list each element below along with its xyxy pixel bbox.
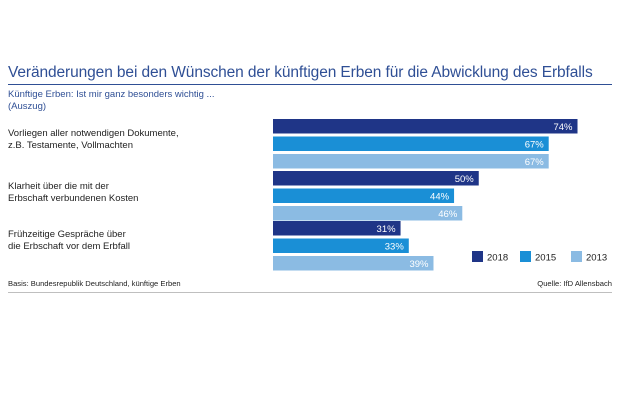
bar-2018 bbox=[273, 119, 578, 134]
data-label: 46% bbox=[438, 209, 458, 220]
category-label-line: die Erbschaft vor dem Erbfall bbox=[8, 241, 130, 252]
data-label: 67% bbox=[525, 157, 545, 168]
data-label: 74% bbox=[553, 122, 573, 133]
legend-swatch bbox=[520, 251, 531, 262]
legend-label: 2018 bbox=[487, 253, 508, 264]
bar-2018 bbox=[273, 171, 479, 186]
data-label: 33% bbox=[385, 241, 405, 252]
basis-note: Basis: Bundesrepublik Deutschland, künft… bbox=[8, 279, 181, 288]
category-label: Vorliegen aller notwendigen Dokumente, z… bbox=[8, 128, 179, 152]
chart-subtitle: Künftige Erben: Ist mir ganz besonders w… bbox=[8, 89, 214, 113]
bar-2013 bbox=[273, 154, 549, 169]
category-label: Klarheit über die mit der Erbschaft verb… bbox=[8, 181, 138, 205]
bar-2015 bbox=[273, 238, 409, 253]
legend-swatch bbox=[571, 251, 582, 262]
data-label: 44% bbox=[430, 191, 450, 202]
bar-2018 bbox=[273, 221, 401, 236]
subtitle-line: (Auszug) bbox=[8, 101, 47, 112]
title-rule bbox=[8, 84, 612, 85]
legend-label: 2015 bbox=[535, 253, 556, 264]
category-label-line: Klarheit über die mit der bbox=[8, 181, 109, 192]
bar-2015 bbox=[273, 188, 455, 203]
chart-title: Veränderungen bei den Wünschen der künft… bbox=[8, 64, 593, 81]
subtitle-line: Künftige Erben: Ist mir ganz besonders w… bbox=[8, 89, 215, 100]
legend-label: 2013 bbox=[586, 253, 607, 264]
source-note: Quelle: IfD Allensbach bbox=[537, 279, 612, 288]
category-label: Frühzeitige Gespräche über die Erbschaft… bbox=[8, 229, 130, 253]
data-label: 39% bbox=[409, 259, 429, 270]
category-label-line: Vorliegen aller notwendigen Dokumente, bbox=[8, 128, 179, 139]
bar-2013 bbox=[273, 256, 434, 271]
category-label-line: Frühzeitige Gespräche über bbox=[8, 229, 126, 240]
data-label: 31% bbox=[377, 224, 397, 235]
data-label: 67% bbox=[525, 139, 545, 150]
data-label: 50% bbox=[455, 174, 475, 185]
legend-swatch bbox=[472, 251, 483, 262]
category-label-line: z.B. Testamente, Vollmachten bbox=[8, 140, 133, 151]
bar-2015 bbox=[273, 136, 549, 151]
category-label-line: Erbschaft verbundenen Kosten bbox=[8, 193, 139, 204]
bar-2013 bbox=[273, 206, 463, 221]
footer-rule bbox=[8, 292, 612, 293]
